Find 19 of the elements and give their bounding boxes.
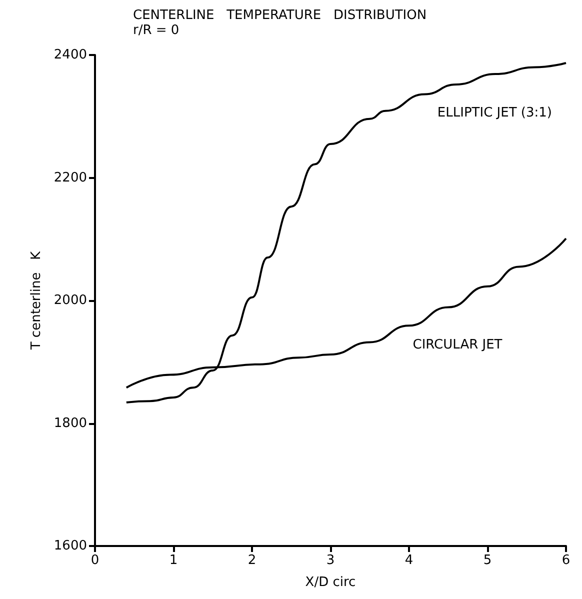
x-axis-title: X/D circ xyxy=(305,575,356,590)
x-tick-label: 4 xyxy=(404,553,414,568)
chart-subtitle: r/R = 0 xyxy=(133,23,180,38)
series-label: CIRCULAR JET xyxy=(412,337,502,352)
y-tick-label: 1600 xyxy=(54,538,87,554)
series-label: ELLIPTIC JET (3:1) xyxy=(437,105,552,120)
y-tick-label: 1800 xyxy=(54,416,87,431)
x-tick-label: 5 xyxy=(483,553,492,568)
x-tick-label: 6 xyxy=(562,553,570,568)
y-axis-title: T centerline K xyxy=(29,250,44,351)
x-tick-label: 2 xyxy=(248,553,256,568)
y-tick-label: 2400 xyxy=(54,48,87,62)
x-tick-label: 1 xyxy=(169,553,178,568)
x-tick-label: 3 xyxy=(326,553,335,568)
x-tick-label: 0 xyxy=(90,553,100,568)
line-series xyxy=(125,62,567,404)
chart-title: CENTERLINE TEMPERATURE DISTRIBUTION xyxy=(133,8,427,23)
y-tick-label: 2200 xyxy=(54,170,87,186)
y-tick-label: 2000 xyxy=(54,293,87,308)
